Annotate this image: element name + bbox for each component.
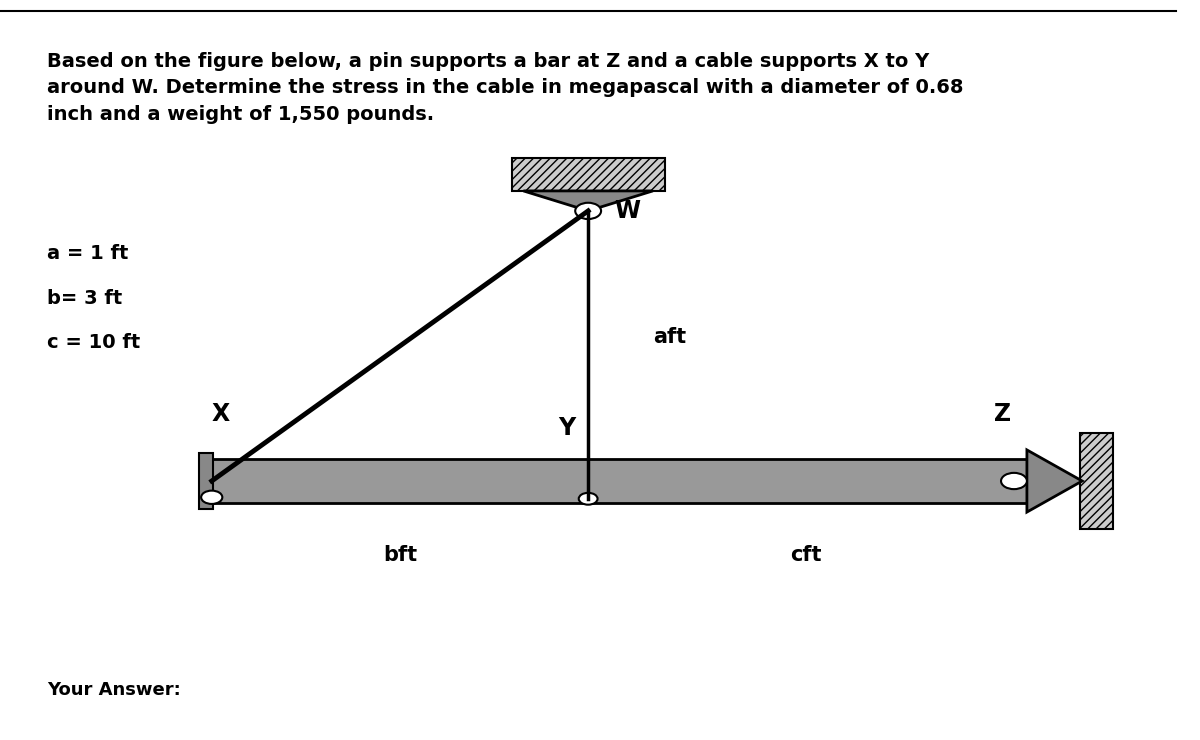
Bar (206, 459, 1030, 503)
Text: c = 10 ft: c = 10 ft (47, 333, 140, 352)
Text: aft: aft (653, 326, 686, 347)
Polygon shape (1027, 450, 1082, 512)
Circle shape (575, 203, 601, 219)
Text: a = 1 ft: a = 1 ft (47, 244, 128, 263)
Text: Based on the figure below, a pin supports a bar at Z and a cable supports X to Y: Based on the figure below, a pin support… (47, 52, 964, 124)
Polygon shape (523, 191, 653, 211)
Bar (511, 158, 665, 191)
Text: W: W (614, 199, 640, 223)
Text: Your Answer:: Your Answer: (47, 682, 181, 699)
Text: Z: Z (994, 402, 1010, 426)
Bar (1080, 433, 1112, 529)
Bar (199, 453, 212, 509)
Text: bft: bft (383, 545, 418, 565)
Circle shape (1001, 473, 1027, 489)
Text: Y: Y (558, 417, 576, 440)
Circle shape (202, 491, 222, 504)
Text: b= 3 ft: b= 3 ft (47, 289, 122, 308)
Text: X: X (212, 402, 230, 426)
Circle shape (578, 493, 598, 505)
Text: cft: cft (790, 545, 822, 565)
